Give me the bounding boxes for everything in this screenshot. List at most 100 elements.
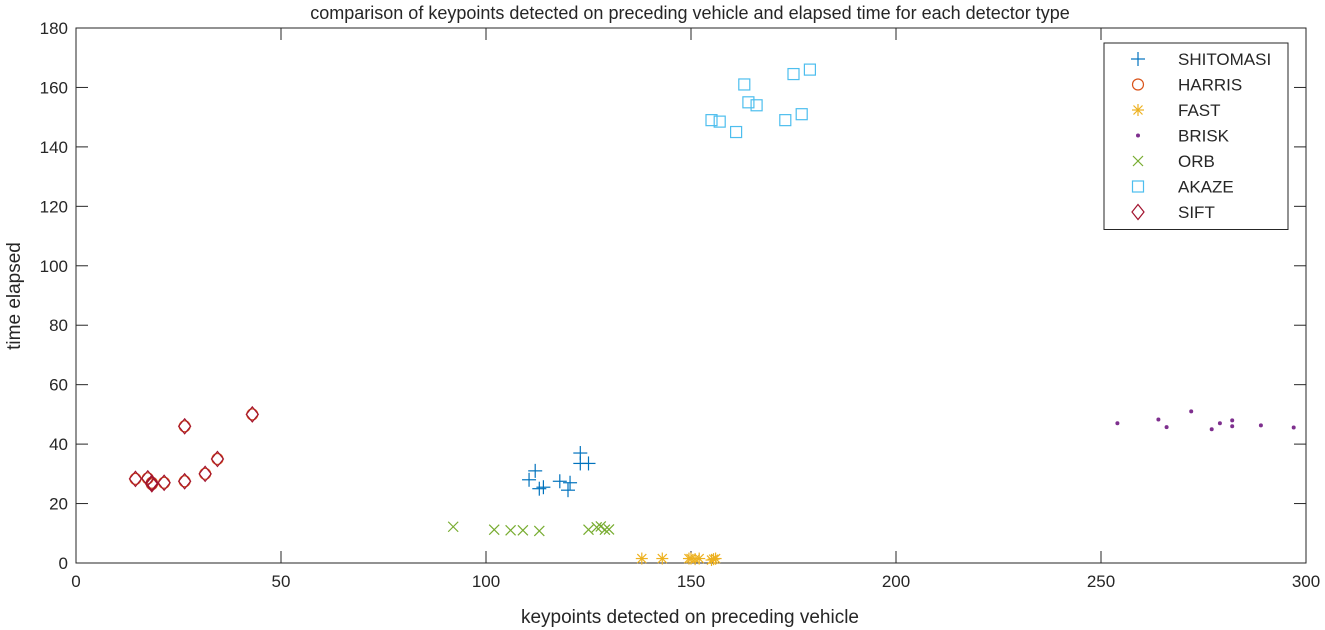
data-point [1164,425,1169,430]
x-axis-label: keypoints detected on preceding vehicle [521,607,859,628]
x-tick-label: 150 [677,572,705,591]
data-point [488,524,500,536]
data-point [1258,423,1263,428]
legend-label: SHITOMASI [1178,50,1271,69]
data-point [522,472,537,487]
data-point [1156,417,1161,422]
data-point [563,475,578,490]
axes: 0 50 100 150 200 250 300 0 20 40 60 80 100 120 140 160 1… [40,19,1321,591]
series-brisk [1115,409,1296,432]
y-tick-label: 100 [40,257,68,276]
data-point [1115,421,1120,426]
data-point [532,481,547,496]
x-tick-label: 200 [882,572,910,591]
series-shitomasi [522,446,596,498]
y-tick-label: 0 [59,554,68,573]
x-tick-label: 0 [71,572,80,591]
data-point [177,417,192,435]
data-point [178,420,191,433]
data-point [198,465,212,483]
data-point [533,525,545,537]
data-point [245,405,260,423]
y-axis-label: time elapsed [4,242,25,350]
legend-box [1103,42,1289,230]
data-point [536,480,551,495]
data-point [795,108,808,121]
data-point [583,524,594,536]
data-point [1291,425,1296,430]
y-tick-label: 80 [49,316,68,335]
legend-marker [1132,104,1144,116]
data-point [517,524,529,536]
data-point [505,524,517,536]
legend: SHITOMASI HARRIS FAST BRISK ORB AKAZE SIFT [1103,42,1289,230]
data-point [1217,421,1222,426]
data-point [729,125,743,139]
legend-marker [1132,155,1144,167]
series-orb [447,521,615,537]
data-point [1189,409,1194,414]
data-point [145,474,159,492]
data-point [1230,424,1235,429]
legend-label: BRISK [1178,127,1230,146]
data-point [199,467,212,480]
data-point [591,521,603,533]
data-point [178,475,191,488]
legend-label: AKAZE [1178,178,1234,197]
legend-label: ORB [1178,152,1215,171]
x-tick-label: 250 [1087,572,1115,591]
data-point [561,483,575,498]
data-point [779,114,792,127]
series-harris [129,408,259,491]
x-tick-label: 100 [472,572,500,591]
data-point [177,472,192,490]
data-point [635,552,648,565]
y-tick-label: 180 [40,19,68,38]
data-point [528,463,543,478]
data-point [211,452,224,466]
data-point [1230,418,1235,423]
data-point [210,450,225,468]
y-tick-label: 120 [40,197,68,216]
legend-label: HARRIS [1178,76,1242,95]
data-point [447,521,459,533]
legend-label: SIFT [1178,203,1215,222]
data-point [693,552,706,565]
data-point [656,552,669,565]
data-point [552,474,567,489]
series-fast [635,552,722,567]
chart-title: comparison of keypoints detected on prec… [310,3,1069,23]
data-point [713,115,726,128]
series-akaze [705,63,817,139]
y-tick-label: 140 [40,138,68,157]
data-point [738,78,751,91]
data-point [129,472,142,485]
legend-marker [1131,78,1145,91]
y-tick-label: 160 [40,78,68,97]
data-point [158,476,171,489]
data-point [787,67,800,81]
data-point [599,524,611,536]
data-point [246,408,259,421]
data-point [603,523,615,535]
legend-label: FAST [1178,101,1221,120]
legend-marker [1131,180,1145,193]
y-tick-label: 20 [49,495,68,514]
data-point [803,63,817,76]
data-point [705,114,718,127]
data-point [145,475,159,493]
data-point [1209,427,1214,432]
data-point [750,99,763,112]
data-point [157,474,171,492]
y-tick-label: 60 [49,376,68,395]
legend-marker [1131,52,1145,66]
data-point [742,96,755,109]
data-point [128,470,143,488]
y-tick-label: 40 [49,435,68,454]
legend-marker [1136,133,1140,138]
legend-marker [1131,203,1145,221]
data-point [709,552,722,565]
x-tick-label: 50 [272,572,291,591]
data-marks [128,63,1296,567]
